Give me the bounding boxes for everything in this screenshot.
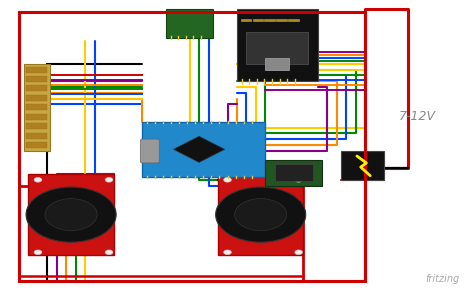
Bar <box>26 67 47 73</box>
Circle shape <box>26 187 116 242</box>
Bar <box>26 76 47 82</box>
Bar <box>26 133 47 139</box>
Text: fritzing: fritzing <box>426 274 460 284</box>
Bar <box>26 85 47 92</box>
Circle shape <box>34 177 42 182</box>
Bar <box>237 9 318 81</box>
Bar <box>166 9 213 38</box>
Circle shape <box>224 250 231 255</box>
Bar <box>26 142 47 148</box>
Bar <box>341 151 384 180</box>
Bar <box>26 123 47 129</box>
Bar <box>265 160 322 186</box>
Bar <box>26 114 47 120</box>
Circle shape <box>216 187 306 242</box>
Bar <box>275 164 313 181</box>
Circle shape <box>45 199 97 231</box>
Polygon shape <box>173 136 225 162</box>
Bar <box>218 174 303 255</box>
Bar <box>265 58 289 70</box>
Bar <box>26 104 47 110</box>
Bar <box>142 122 265 177</box>
Bar <box>24 64 50 151</box>
FancyBboxPatch shape <box>140 139 159 163</box>
Circle shape <box>295 177 302 182</box>
Circle shape <box>224 177 231 182</box>
Circle shape <box>34 250 42 255</box>
Circle shape <box>295 250 302 255</box>
Circle shape <box>235 199 287 231</box>
Text: 7-12V: 7-12V <box>399 110 436 122</box>
Bar <box>28 174 114 255</box>
Bar <box>26 95 47 101</box>
Bar <box>246 32 308 64</box>
Bar <box>19 12 365 281</box>
Circle shape <box>105 250 113 255</box>
Circle shape <box>105 177 113 182</box>
